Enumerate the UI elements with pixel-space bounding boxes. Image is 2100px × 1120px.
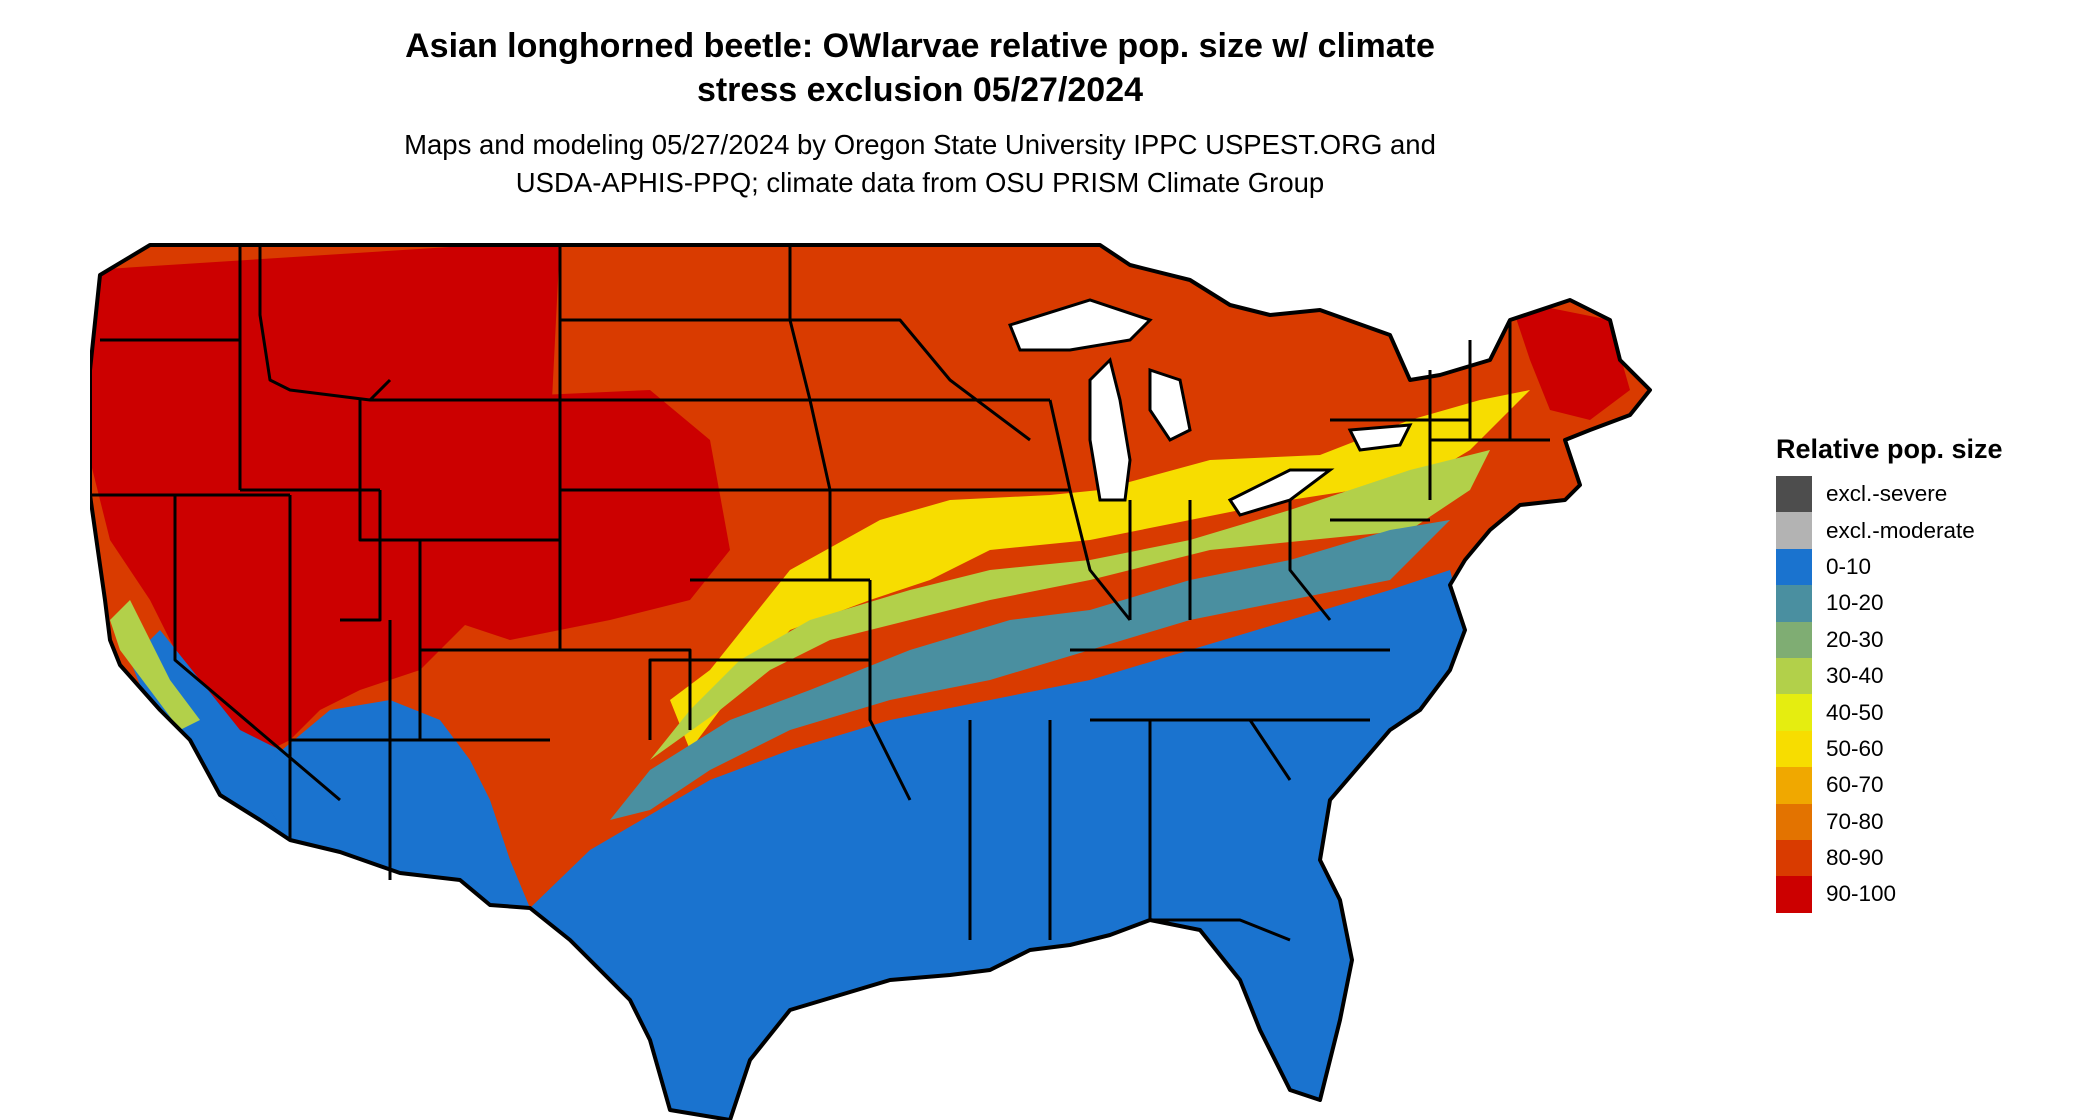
zone-0-10-desert [270, 700, 530, 908]
climate-zones [90, 245, 1650, 1120]
legend-label: 10-20 [1826, 590, 1884, 616]
map-subtitle-line-1: Maps and modeling 05/27/2024 by Oregon S… [404, 129, 1436, 160]
zone-10-20 [610, 520, 1450, 820]
map-subtitle: Maps and modeling 05/27/2024 by Oregon S… [0, 126, 1840, 202]
legend-item: 20-30 [1776, 621, 2076, 658]
border-ar-la [868, 580, 912, 801]
legend-item: 10-20 [1776, 585, 2076, 622]
border-id-mt [258, 245, 392, 402]
legend-item: 80-90 [1776, 839, 2076, 877]
legend-swatch [1776, 767, 1812, 804]
lake-erie [1227, 468, 1335, 517]
legend-swatch [1776, 694, 1812, 731]
legend-swatch [1776, 876, 1812, 913]
border-ok-tx [648, 658, 870, 740]
lake-ontario [1347, 423, 1413, 452]
legend-swatch [1776, 803, 1812, 840]
legend-swatch [1776, 476, 1812, 513]
legend-swatch [1776, 512, 1812, 549]
border-mn-wi [790, 318, 1031, 442]
legend-swatch [1776, 730, 1812, 768]
legend-label: 80-90 [1826, 845, 1884, 871]
legend-item: 90-100 [1776, 876, 2076, 913]
legend-item: excl.-moderate [1776, 512, 2076, 549]
border-co-ks [420, 648, 692, 730]
zone-0-10-southeast [530, 570, 1465, 1120]
legend-item: 0-10 [1776, 548, 2076, 586]
legend-label: 60-70 [1826, 772, 1884, 798]
legend-item: excl.-severe [1776, 476, 2076, 513]
legend-item: 50-60 [1776, 730, 2076, 768]
legend-label: 50-60 [1826, 735, 1884, 761]
map-title-line-2: stress exclusion 05/27/2024 [696, 71, 1144, 109]
border-ca-nv [173, 495, 341, 802]
legend-item: 70-80 [1776, 803, 2076, 840]
legend-swatch [1776, 839, 1812, 877]
legend-item: 40-50 [1776, 694, 2076, 731]
us-population-map [90, 240, 1670, 1120]
legend-swatch [1776, 548, 1812, 586]
zone-90-100-rockies [420, 390, 730, 640]
border-il-west [1048, 399, 1132, 621]
border-wy [358, 400, 560, 542]
legend: Relative pop. size excl.-severe excl.-mod… [1776, 432, 2076, 913]
zone-90-100-maine [1510, 300, 1630, 420]
legend-item: 30-40 [1776, 657, 2076, 695]
legend-items: excl.-severe excl.-moderate 0-10 10-20 20-30… [1776, 476, 2076, 913]
legend-label: 20-30 [1826, 626, 1884, 652]
border-ut-west [340, 490, 382, 622]
legend-label: 0-10 [1826, 553, 1872, 579]
us-outline [90, 243, 1652, 1120]
border-fl [1150, 918, 1291, 942]
map-title-line-1: Asian longhorned beetle: OWlarvae relati… [405, 27, 1435, 65]
map-title: Asian longhorned beetle: OWlarvae relati… [0, 24, 1840, 112]
zone-30-40-coast [110, 600, 200, 730]
lake-huron [1148, 367, 1192, 442]
lake-michigan [1088, 357, 1132, 502]
legend-label: 90-100 [1826, 881, 1897, 907]
state-borders [90, 245, 1550, 942]
legend-label: excl.-severe [1826, 481, 1948, 507]
legend-swatch [1776, 657, 1812, 695]
map-svg [90, 243, 1652, 1120]
legend-label: 70-80 [1826, 808, 1884, 834]
legend-label: 40-50 [1826, 699, 1884, 725]
legend-swatch [1776, 585, 1812, 622]
border-mn-ia-mo-west [788, 245, 832, 580]
map-subtitle-line-2: USDA-APHIS-PPQ; climate data from OSU PR… [515, 167, 1325, 198]
zone-90-100-west [90, 245, 560, 760]
legend-label: excl.-moderate [1826, 517, 1975, 543]
zone-30-40 [650, 450, 1490, 760]
border-oh-pa [1288, 500, 1332, 621]
lake-superior [1008, 298, 1153, 352]
border-nc-sc [1248, 719, 1292, 781]
legend-title: Relative pop. size [1776, 434, 2003, 464]
legend-swatch [1776, 621, 1812, 658]
legend-item: 60-70 [1776, 767, 2076, 804]
legend-label: 30-40 [1826, 663, 1884, 689]
